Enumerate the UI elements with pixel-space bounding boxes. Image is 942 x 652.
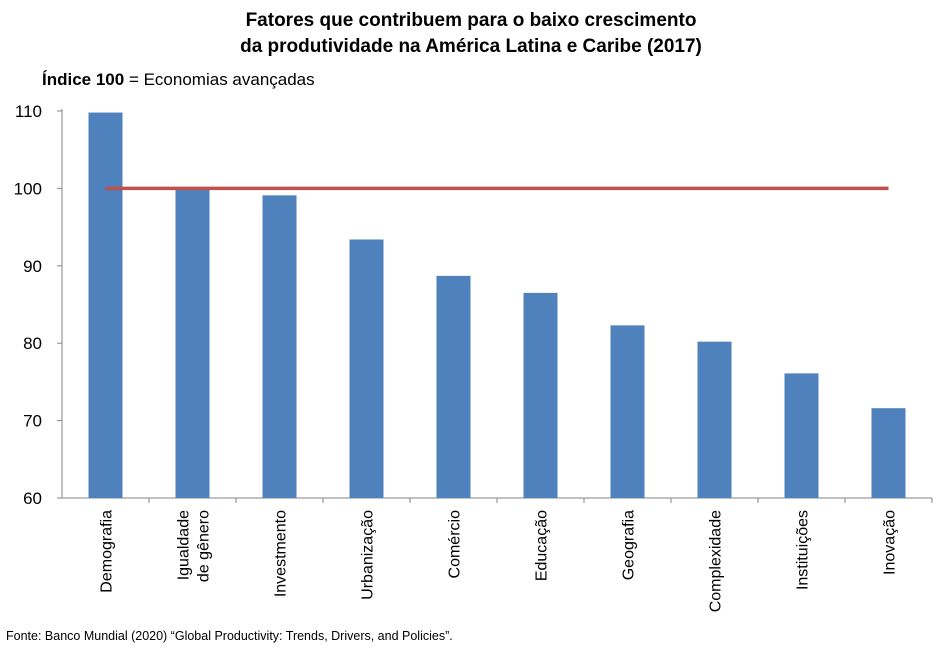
chart-title-line-2: da produtividade na América Latina e Car… [240,36,702,57]
y-tick-label: 60 [23,489,42,508]
chart-title-line-1: Fatores que contribuem para o baixo cres… [245,10,697,31]
x-tick-label: de gênero [196,510,213,582]
y-tick-label: 90 [23,257,42,276]
x-tick-label: Comércio [447,510,464,579]
x-tick-label: Inovação [882,510,899,575]
subtitle-rest: = Economias avançadas [124,70,315,89]
bar [88,112,123,498]
bar [697,341,732,498]
bar [349,239,384,498]
y-tick-label: 80 [23,334,42,353]
x-tick-label: Educação [534,510,551,581]
chart-title: Fatores que contribuem para o baixo cres… [0,8,942,60]
bar [436,275,471,498]
x-tick-label: Urbanização [360,510,377,600]
x-tick-label: Complexidade [708,510,725,612]
bar [523,292,558,498]
bar [175,188,210,498]
bar [262,195,297,498]
bar [610,325,645,498]
bar [784,373,819,498]
bar [871,408,906,498]
x-tick-label: Instituições [795,510,812,590]
x-tick-label: Demografia [99,510,116,593]
y-tick-label: 70 [23,412,42,431]
x-tick-label: Igualdade [176,510,193,580]
chart-subtitle: Índice 100 = Economias avançadas [42,70,315,90]
source-note: Fonte: Banco Mundial (2020) “Global Prod… [6,629,453,643]
x-tick-label: Investmento [273,510,290,597]
y-tick-label: 110 [15,102,42,121]
subtitle-bold: Índice 100 [42,70,125,89]
y-tick-label: 100 [14,179,42,198]
x-tick-label: Geografia [621,510,638,580]
